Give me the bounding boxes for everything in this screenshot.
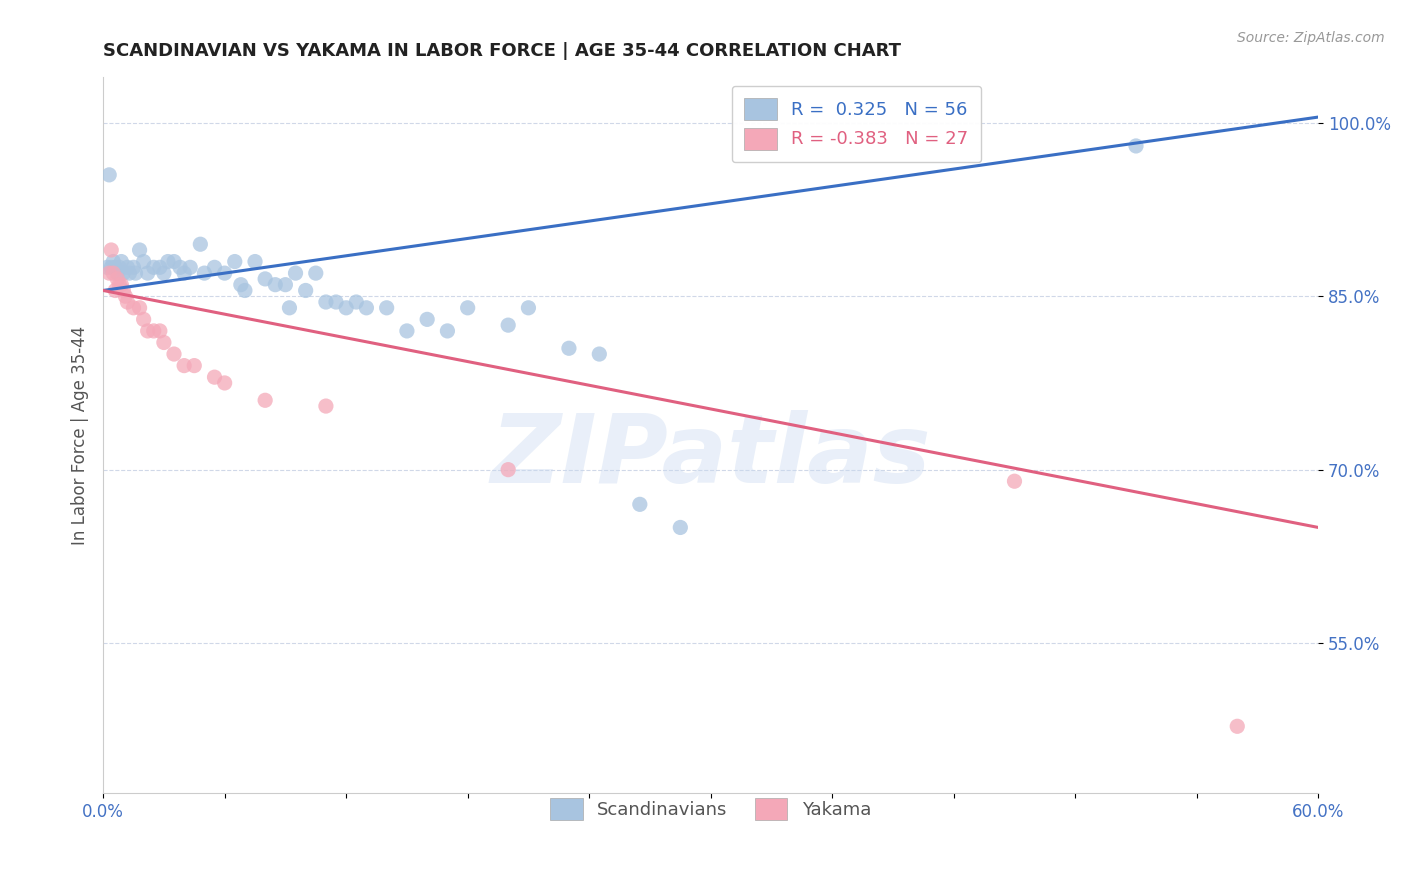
Point [214,266,236,280]
Point [132,312,155,326]
Point [136,324,159,338]
Point [108,277,131,292]
Point [142,260,165,275]
Point [457,301,479,315]
Point [436,324,458,338]
Point [264,277,287,292]
Point [416,312,439,326]
Point [104,284,127,298]
Point [149,324,172,338]
Point [193,266,215,280]
Point [156,254,179,268]
Point [163,347,186,361]
Point [1004,474,1026,488]
Point [315,399,337,413]
Point [105,266,128,280]
Text: Source: ZipAtlas.com: Source: ZipAtlas.com [1237,31,1385,45]
Point [214,376,236,390]
Point [204,260,226,275]
Point [132,254,155,268]
Point [117,295,139,310]
Point [110,254,132,268]
Point [136,266,159,280]
Point [179,260,201,275]
Point [100,260,122,275]
Point [284,266,307,280]
Point [124,266,146,280]
Point [98,168,121,182]
Point [254,393,277,408]
Point [100,243,122,257]
Point [122,301,145,315]
Point [588,347,610,361]
Point [274,277,297,292]
Point [204,370,226,384]
Point [315,295,337,310]
Legend: Scandinavians, Yakama: Scandinavians, Yakama [536,783,886,835]
Point [149,260,172,275]
Point [108,260,131,275]
Point [163,254,186,268]
Point [173,266,195,280]
Point [305,266,328,280]
Point [335,301,357,315]
Point [229,277,252,292]
Point [112,266,135,280]
Point [128,243,150,257]
Point [153,335,176,350]
Text: SCANDINAVIAN VS YAKAMA IN LABOR FORCE | AGE 35-44 CORRELATION CHART: SCANDINAVIAN VS YAKAMA IN LABOR FORCE | … [103,42,901,60]
Point [628,497,651,511]
Point [153,266,176,280]
Point [122,260,145,275]
Point [375,301,398,315]
Point [1226,719,1249,733]
Point [103,266,125,280]
Point [118,266,141,280]
Point [183,359,205,373]
Point [496,463,519,477]
Point [114,289,136,303]
Point [142,324,165,338]
Point [1125,139,1147,153]
Point [254,272,277,286]
Point [517,301,540,315]
Point [103,254,125,268]
Point [669,520,692,534]
Point [278,301,301,315]
Point [112,284,135,298]
Point [395,324,418,338]
Point [344,295,367,310]
Point [294,284,316,298]
Point [325,295,347,310]
Point [558,341,581,355]
Point [98,266,121,280]
Point [233,284,256,298]
Point [188,237,211,252]
Point [110,277,132,292]
Text: ZIPatlas: ZIPatlas [491,410,931,503]
Point [356,301,378,315]
Point [169,260,191,275]
Point [224,254,246,268]
Point [243,254,266,268]
Point [173,359,195,373]
Point [96,260,118,275]
Point [128,301,150,315]
Point [104,260,127,275]
Point [105,272,128,286]
Y-axis label: In Labor Force | Age 35-44: In Labor Force | Age 35-44 [72,326,89,544]
Point [496,318,519,333]
Point [117,260,139,275]
